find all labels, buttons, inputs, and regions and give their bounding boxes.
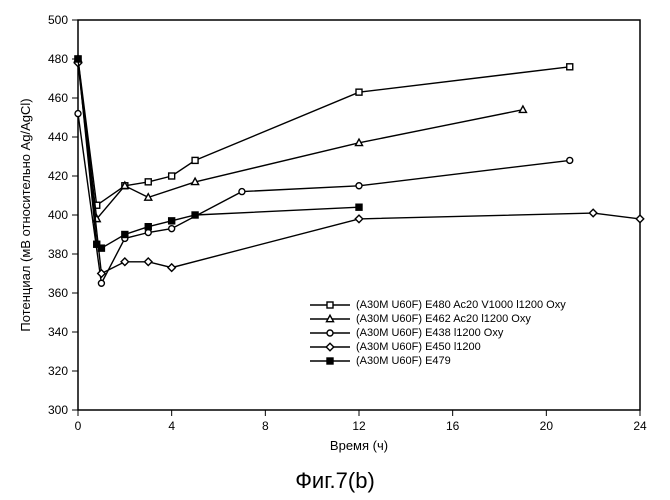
legend: (A30M U60F) E480 Ac20 V1000 l1200 Oxy(A3… — [310, 298, 566, 368]
svg-text:360: 360 — [48, 286, 68, 300]
svg-text:Потенциал (мВ относительно Ag/: Потенциал (мВ относительно Ag/AgCl) — [18, 98, 33, 331]
svg-text:8: 8 — [262, 419, 269, 433]
svg-text:500: 500 — [48, 13, 68, 27]
legend-label: (A30M U60F) E479 — [356, 354, 451, 368]
legend-label: (A30M U60F) E438 l1200 Oxy — [356, 326, 503, 340]
svg-text:20: 20 — [540, 419, 554, 433]
legend-label: (A30M U60F) E462 Ac20 l1200 Oxy — [356, 312, 531, 326]
legend-item: (A30M U60F) E480 Ac20 V1000 l1200 Oxy — [310, 298, 566, 312]
svg-text:340: 340 — [48, 325, 68, 339]
legend-item: (A30M U60F) E479 — [310, 354, 566, 368]
svg-text:380: 380 — [48, 247, 68, 261]
figure-caption: Фиг.7(b) — [0, 468, 670, 494]
svg-text:4: 4 — [168, 419, 175, 433]
svg-text:300: 300 — [48, 403, 68, 417]
svg-text:320: 320 — [48, 364, 68, 378]
legend-item: (A30M U60F) E462 Ac20 l1200 Oxy — [310, 312, 566, 326]
svg-text:420: 420 — [48, 169, 68, 183]
svg-text:440: 440 — [48, 130, 68, 144]
legend-label: (A30M U60F) E480 Ac20 V1000 l1200 Oxy — [356, 298, 566, 312]
svg-text:460: 460 — [48, 91, 68, 105]
svg-text:Время (ч): Время (ч) — [330, 438, 388, 453]
svg-text:16: 16 — [446, 419, 460, 433]
legend-label: (A30M U60F) E450 l1200 — [356, 340, 481, 354]
svg-text:400: 400 — [48, 208, 68, 222]
legend-item: (A30M U60F) E450 l1200 — [310, 340, 566, 354]
svg-text:480: 480 — [48, 52, 68, 66]
svg-text:12: 12 — [352, 419, 366, 433]
svg-text:24: 24 — [633, 419, 647, 433]
svg-text:0: 0 — [75, 419, 82, 433]
line-chart: 300 320 340 360 380 400 420 440 460 480 500 0 4 8 12 16… — [0, 0, 670, 460]
legend-item: (A30M U60F) E438 l1200 Oxy — [310, 326, 566, 340]
